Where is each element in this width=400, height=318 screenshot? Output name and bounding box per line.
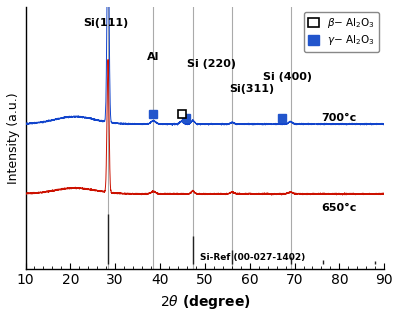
Text: Si (220): Si (220)	[187, 59, 236, 69]
Text: 650°c: 650°c	[322, 203, 357, 213]
Legend: $\beta$$-$ Al$_2$O$_3$, $\gamma$$-$ Al$_2$O$_3$: $\beta$$-$ Al$_2$O$_3$, $\gamma$$-$ Al$_…	[304, 12, 379, 52]
Text: Al: Al	[147, 52, 160, 62]
Text: Si(311): Si(311)	[230, 84, 275, 94]
Text: Si (400): Si (400)	[263, 72, 312, 82]
X-axis label: $2\theta$ (degree): $2\theta$ (degree)	[160, 293, 250, 311]
Text: 700°c: 700°c	[322, 113, 357, 123]
Text: Si-Ref (00-027-1402): Si-Ref (00-027-1402)	[200, 253, 306, 262]
Y-axis label: Intensity (a.u.): Intensity (a.u.)	[7, 92, 20, 183]
Text: Si(111): Si(111)	[84, 18, 129, 28]
